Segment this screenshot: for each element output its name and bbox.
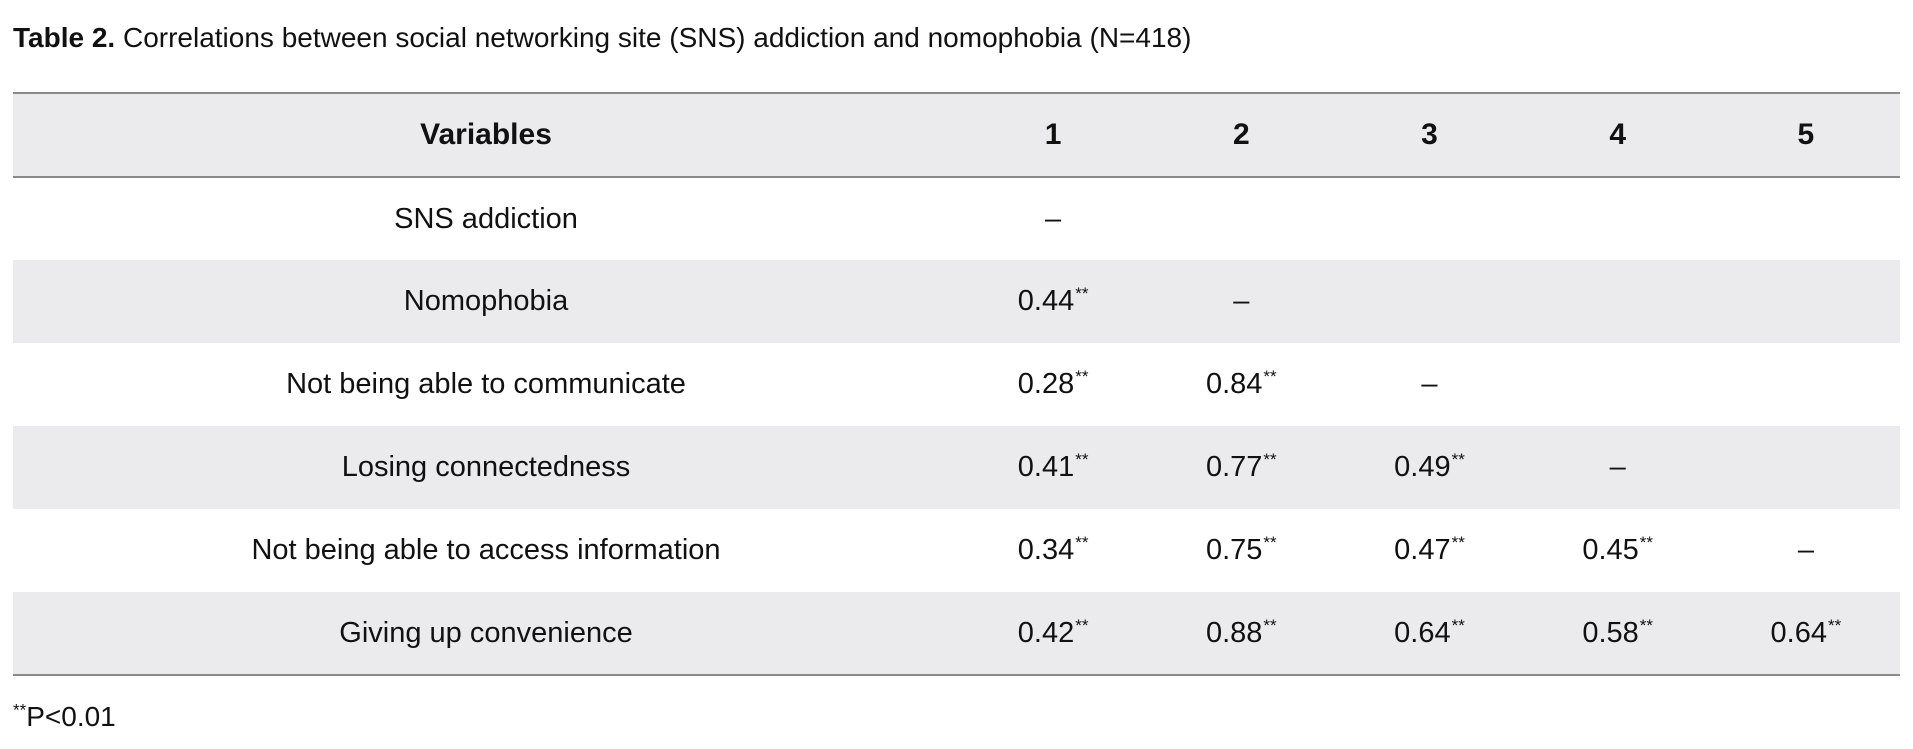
table-row: Nomophobia 0.44** –: [13, 260, 1900, 343]
header-col-2: 2: [1147, 92, 1336, 178]
correlation-value: 0.77: [1205, 451, 1263, 483]
correlation-cell: 0.44**: [959, 260, 1147, 343]
table-row: SNS addiction –: [13, 177, 1900, 260]
table-body: SNS addiction – Nomophobia 0.44** – Not being…: [13, 177, 1900, 676]
correlation-cell: [1712, 177, 1900, 260]
correlation-cell: 0.42**: [959, 592, 1148, 676]
significance-mark: **: [1075, 284, 1089, 304]
significance-mark: **: [1075, 450, 1089, 470]
footnote-text: P<0.01: [26, 701, 116, 732]
correlation-table: Variables 1 2 3 4 5 SNS addiction – Nomoph…: [13, 92, 1900, 676]
correlation-value: –: [1045, 202, 1062, 235]
correlation-cell: 0.45**: [1524, 509, 1712, 592]
correlation-cell: 0.28**: [959, 343, 1147, 426]
correlation-cell: –: [1335, 343, 1523, 426]
significance-mark: **: [1451, 450, 1465, 470]
header-col-1: 1: [959, 92, 1148, 178]
header-col-3: 3: [1335, 92, 1524, 178]
significance-mark: **: [1639, 615, 1654, 635]
header-col-4: 4: [1523, 92, 1712, 178]
correlation-cell: [1335, 260, 1523, 343]
correlation-cell: –: [1712, 509, 1900, 592]
variable-name: Not being able to communicate: [286, 368, 686, 400]
correlation-cell: 0.77**: [1147, 426, 1335, 509]
variable-name: Not being able to access information: [251, 534, 721, 566]
correlation-value: –: [1233, 285, 1250, 317]
significance-mark: **: [1263, 533, 1277, 553]
correlation-value: –: [1609, 451, 1626, 483]
variable-name: Nomophobia: [403, 285, 569, 317]
correlation-cell: [1147, 177, 1335, 260]
table-caption-label: Table 2.: [13, 22, 116, 53]
significance-mark: **: [1075, 533, 1089, 553]
correlation-cell: 0.49**: [1335, 426, 1523, 509]
correlation-value: 0.88: [1205, 616, 1263, 649]
correlation-cell: –: [1524, 426, 1712, 509]
correlation-value: 0.42: [1017, 616, 1075, 649]
correlation-value: –: [1797, 534, 1814, 566]
correlation-cell: –: [1147, 260, 1335, 343]
correlation-value: 0.45: [1582, 534, 1639, 566]
header-col-5: 5: [1711, 92, 1900, 178]
correlation-value: 0.75: [1205, 534, 1263, 566]
correlation-value: 0.44: [1017, 285, 1075, 317]
correlation-cell: 0.47**: [1335, 509, 1523, 592]
correlation-cell: [1712, 426, 1900, 509]
table-header-row: Variables 1 2 3 4 5: [13, 92, 1900, 178]
correlation-value: 0.28: [1017, 368, 1075, 400]
correlation-cell: [1524, 260, 1712, 343]
significance-mark: **: [1263, 450, 1277, 470]
significance-mark: **: [1263, 367, 1277, 387]
table-caption: Table 2. Correlations between social net…: [13, 18, 1191, 58]
correlation-cell: –: [959, 177, 1147, 260]
correlation-cell: 0.84**: [1147, 343, 1335, 426]
significance-mark: **: [1828, 615, 1842, 635]
footnote: **P<0.01: [13, 697, 116, 737]
correlation-value: 0.58: [1582, 616, 1639, 649]
correlation-value: 0.84: [1205, 368, 1263, 400]
variable-name: SNS addiction: [394, 202, 578, 235]
variable-name: Losing connectedness: [341, 451, 631, 483]
correlation-cell: 0.64**: [1711, 592, 1900, 676]
correlation-value: –: [1421, 368, 1438, 400]
significance-mark: **: [1451, 615, 1465, 635]
correlation-cell: [1712, 260, 1900, 343]
correlation-value: 0.64: [1770, 616, 1827, 649]
correlation-value: 0.41: [1017, 451, 1075, 483]
significance-mark: **: [1451, 533, 1465, 553]
table-row: Not being able to access information 0.34…: [13, 509, 1900, 592]
footnote-mark: **: [13, 700, 27, 720]
correlation-cell: 0.75**: [1147, 509, 1335, 592]
table-row: Not being able to communicate 0.28** 0.84*…: [13, 343, 1900, 426]
correlation-cell: 0.64**: [1335, 592, 1524, 676]
significance-mark: **: [1263, 615, 1277, 635]
correlation-cell: [1712, 343, 1900, 426]
correlation-cell: [1335, 177, 1523, 260]
table-caption-text: Correlations between social networking s…: [115, 22, 1192, 53]
correlation-cell: [1524, 177, 1712, 260]
correlation-value: 0.34: [1017, 534, 1075, 566]
significance-mark: **: [1075, 367, 1089, 387]
correlation-cell: 0.88**: [1147, 592, 1336, 676]
correlation-value: 0.47: [1394, 534, 1451, 566]
significance-mark: **: [1075, 615, 1089, 635]
header-variables: Variables: [13, 92, 960, 178]
correlation-value: 0.64: [1394, 616, 1451, 649]
table-row: Losing connectedness 0.41** 0.77** 0.49** –: [13, 426, 1900, 509]
correlation-cell: 0.41**: [959, 426, 1147, 509]
significance-mark: **: [1639, 533, 1654, 553]
correlation-cell: [1524, 343, 1712, 426]
correlation-cell: 0.34**: [959, 509, 1147, 592]
variable-name: Giving up convenience: [13, 592, 960, 676]
table-row: Giving up convenience 0.42** 0.88** 0.64** 0…: [13, 592, 1900, 676]
correlation-value: 0.49: [1394, 451, 1451, 483]
correlation-cell: 0.58**: [1523, 592, 1712, 676]
